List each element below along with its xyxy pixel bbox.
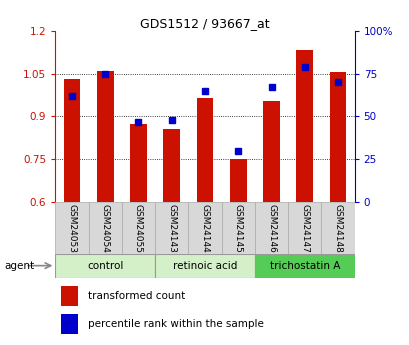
Text: transformed count: transformed count bbox=[88, 290, 185, 300]
Bar bbox=[254, 202, 288, 254]
Text: GSM24145: GSM24145 bbox=[233, 204, 242, 253]
Bar bbox=[61, 286, 78, 306]
Bar bbox=[329, 72, 346, 202]
Bar bbox=[97, 71, 113, 202]
Bar bbox=[254, 254, 354, 278]
Bar bbox=[321, 202, 354, 254]
Bar bbox=[61, 314, 78, 334]
Bar bbox=[229, 159, 246, 202]
Bar bbox=[296, 50, 312, 202]
Bar bbox=[221, 202, 254, 254]
Bar bbox=[288, 202, 321, 254]
Text: GSM24146: GSM24146 bbox=[266, 204, 275, 253]
Bar bbox=[130, 124, 146, 202]
Text: GSM24143: GSM24143 bbox=[167, 204, 176, 253]
Text: trichostatin A: trichostatin A bbox=[269, 261, 339, 270]
Text: GSM24054: GSM24054 bbox=[101, 204, 110, 253]
Bar bbox=[121, 202, 155, 254]
Bar bbox=[155, 202, 188, 254]
Bar bbox=[55, 202, 88, 254]
Text: GSM24144: GSM24144 bbox=[200, 204, 209, 253]
Text: control: control bbox=[87, 261, 123, 270]
Bar bbox=[263, 101, 279, 202]
Bar bbox=[155, 254, 254, 278]
Text: GSM24053: GSM24053 bbox=[67, 204, 76, 254]
Text: percentile rank within the sample: percentile rank within the sample bbox=[88, 319, 263, 329]
Title: GDS1512 / 93667_at: GDS1512 / 93667_at bbox=[140, 17, 269, 30]
Bar bbox=[188, 202, 221, 254]
Bar bbox=[196, 98, 213, 202]
Text: agent: agent bbox=[4, 261, 34, 270]
Text: GSM24147: GSM24147 bbox=[299, 204, 308, 253]
Bar bbox=[163, 129, 180, 202]
Text: GSM24148: GSM24148 bbox=[333, 204, 342, 253]
Bar bbox=[63, 79, 80, 202]
Bar bbox=[55, 254, 155, 278]
Text: retinoic acid: retinoic acid bbox=[172, 261, 237, 270]
Bar bbox=[88, 202, 121, 254]
Text: GSM24055: GSM24055 bbox=[134, 204, 143, 254]
